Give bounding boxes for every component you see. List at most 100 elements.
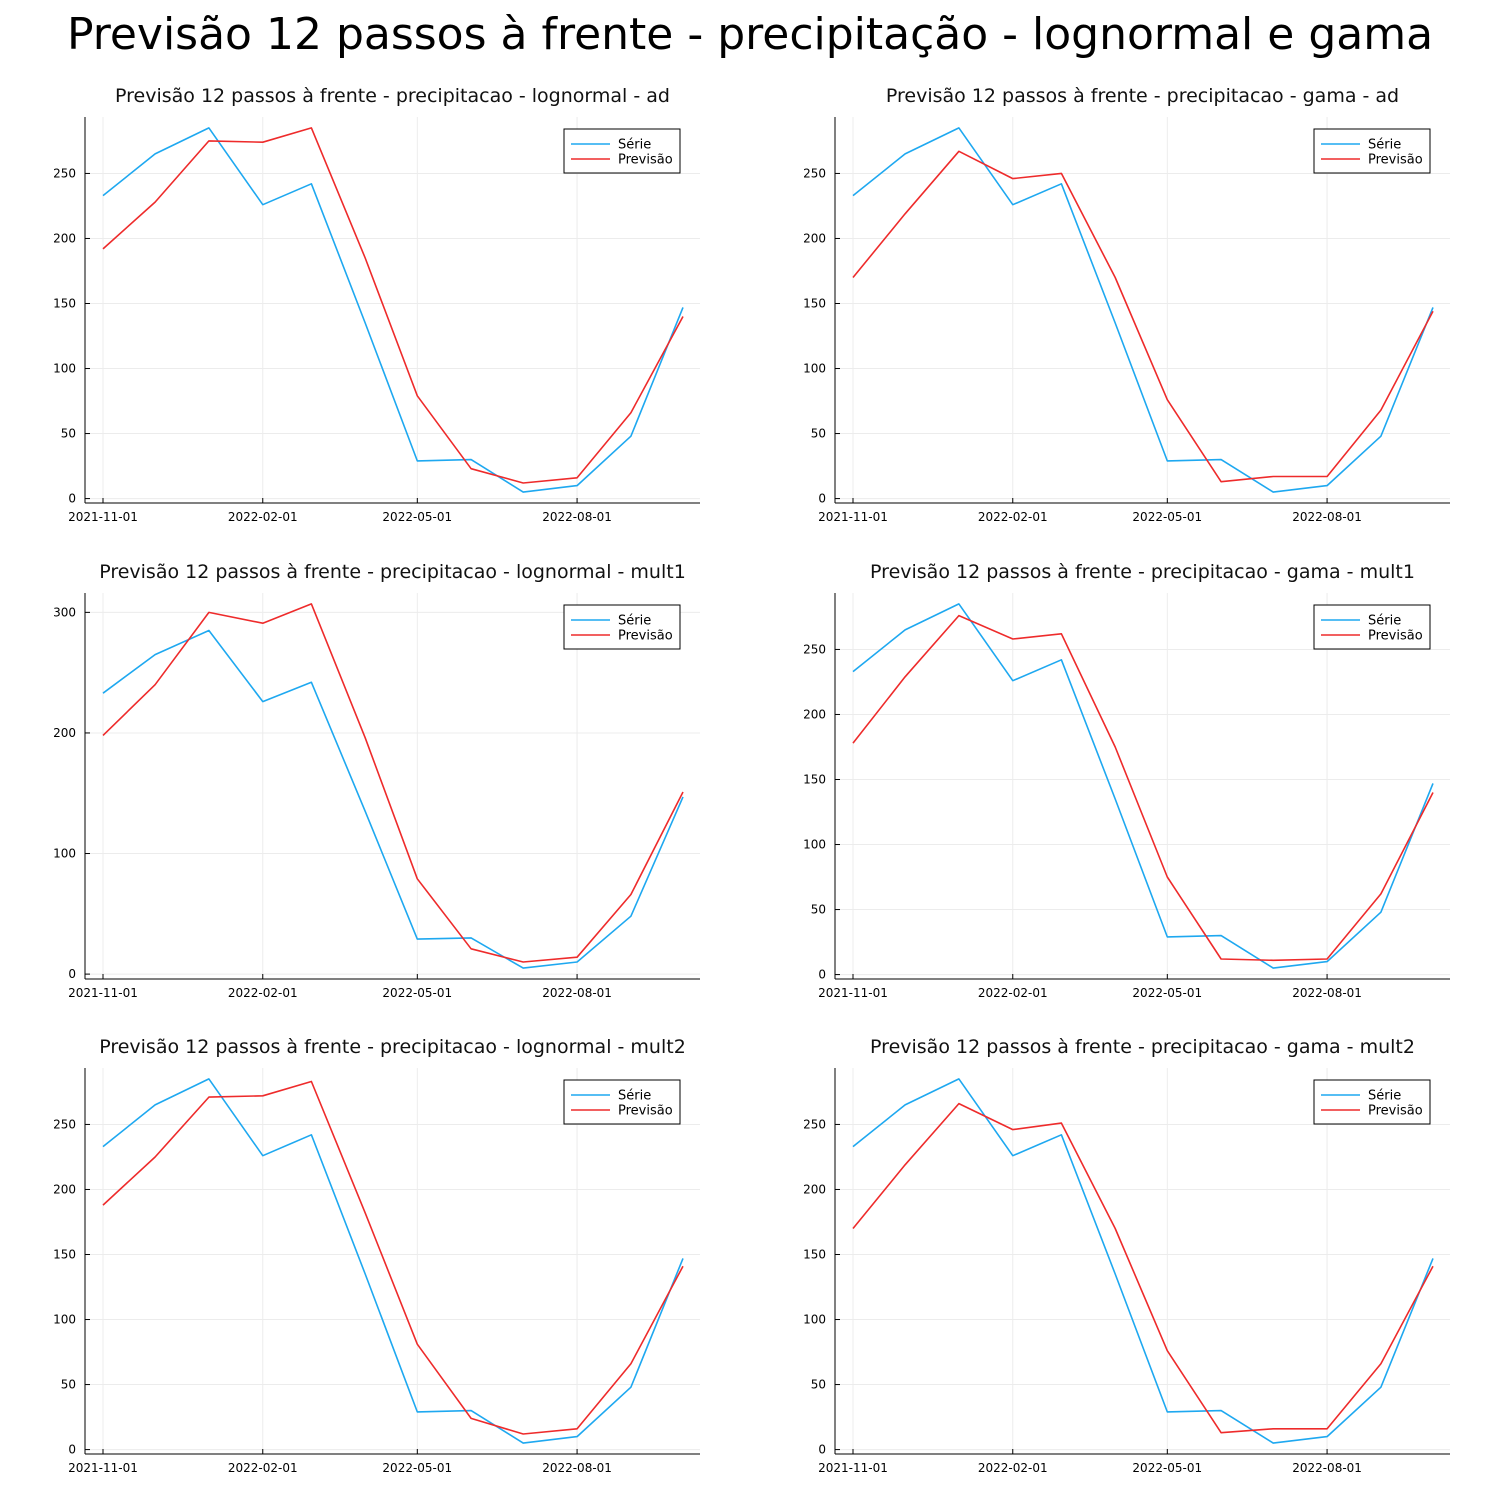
x-tick-label: 2022-02-01 xyxy=(228,510,298,524)
panel-title: Previsão 12 passos à frente - precipitac… xyxy=(886,85,1399,107)
y-tick-label: 50 xyxy=(811,903,826,917)
x-tick-label: 2021-11-01 xyxy=(68,510,138,524)
y-tick-label: 150 xyxy=(53,296,76,310)
legend-box xyxy=(563,604,681,650)
y-tick-label: 150 xyxy=(803,772,826,786)
series-line-2 xyxy=(102,603,684,963)
y-tick-label: 200 xyxy=(53,726,76,740)
y-tick-label: 0 xyxy=(68,492,76,506)
y-tick-label: 50 xyxy=(811,427,826,441)
x-tick-label: 2021-11-01 xyxy=(68,986,138,1000)
x-tick-label: 2022-08-01 xyxy=(1292,986,1362,1000)
x-tick-label: 2021-11-01 xyxy=(818,1461,888,1475)
chart-panel-1: Previsão 12 passos à frente - precipitac… xyxy=(53,85,700,524)
y-tick-label: 0 xyxy=(68,967,76,981)
legend-label: Previsão xyxy=(618,629,673,644)
legend-label: Previsão xyxy=(618,1104,673,1119)
legend-box xyxy=(563,128,681,174)
x-tick-label: 2022-05-01 xyxy=(382,986,452,1000)
legend-box xyxy=(1313,1079,1431,1125)
x-tick-label: 2021-11-01 xyxy=(818,510,888,524)
x-tick-label: 2022-08-01 xyxy=(542,1461,612,1475)
legend-label: Série xyxy=(618,138,651,153)
x-tick-label: 2021-11-01 xyxy=(68,1461,138,1475)
series-line-2 xyxy=(102,1080,684,1435)
y-tick-label: 200 xyxy=(53,1182,76,1196)
x-tick-label: 2022-02-01 xyxy=(978,1461,1048,1475)
y-tick-label: 250 xyxy=(803,166,826,180)
legend-label: Previsão xyxy=(618,153,673,168)
panel-title: Previsão 12 passos à frente - precipitac… xyxy=(99,1036,686,1058)
legend-label: Série xyxy=(1368,614,1401,629)
y-tick-label: 250 xyxy=(803,642,826,656)
y-tick-label: 50 xyxy=(61,1378,76,1392)
chart-panel-4: Previsão 12 passos à frente - precipitac… xyxy=(803,561,1450,1000)
y-tick-label: 50 xyxy=(61,427,76,441)
y-tick-label: 100 xyxy=(803,362,826,376)
y-tick-label: 100 xyxy=(53,362,76,376)
legend-label: Série xyxy=(1368,1089,1401,1104)
y-tick-label: 250 xyxy=(53,166,76,180)
panel-title: Previsão 12 passos à frente - precipitac… xyxy=(99,561,686,583)
legend-label: Previsão xyxy=(1368,153,1423,168)
y-tick-label: 50 xyxy=(811,1378,826,1392)
x-tick-label: 2022-08-01 xyxy=(542,510,612,524)
y-tick-label: 150 xyxy=(803,1247,826,1261)
legend-box xyxy=(1313,604,1431,650)
chart-panel-6: Previsão 12 passos à frente - precipitac… xyxy=(803,1036,1450,1475)
series-line-2 xyxy=(852,614,1434,962)
y-tick-label: 100 xyxy=(803,1313,826,1327)
y-tick-label: 200 xyxy=(803,1182,826,1196)
x-tick-label: 2022-05-01 xyxy=(1132,1461,1202,1475)
series-line-1 xyxy=(852,603,1434,969)
y-tick-label: 150 xyxy=(803,296,826,310)
chart-panel-3: Previsão 12 passos à frente - precipitac… xyxy=(53,561,700,1000)
y-tick-label: 150 xyxy=(53,1247,76,1261)
figure-title: Previsão 12 passos à frente - precipitaç… xyxy=(66,9,1434,60)
legend-label: Série xyxy=(618,614,651,629)
y-tick-label: 0 xyxy=(818,968,826,982)
legend-label: Série xyxy=(1368,138,1401,153)
legend-box xyxy=(1313,128,1431,174)
legend-box xyxy=(563,1079,681,1125)
y-tick-label: 250 xyxy=(53,1117,76,1131)
x-tick-label: 2022-02-01 xyxy=(978,510,1048,524)
series-line-1 xyxy=(102,127,684,493)
x-tick-label: 2022-02-01 xyxy=(228,1461,298,1475)
x-tick-label: 2022-05-01 xyxy=(1132,986,1202,1000)
y-tick-label: 0 xyxy=(818,492,826,506)
series-line-1 xyxy=(852,1078,1434,1444)
panel-title: Previsão 12 passos à frente - precipitac… xyxy=(870,561,1415,583)
y-tick-label: 300 xyxy=(53,605,76,619)
x-tick-label: 2022-05-01 xyxy=(382,510,452,524)
x-tick-label: 2022-05-01 xyxy=(382,1461,452,1475)
legend-label: Série xyxy=(618,1089,651,1104)
x-tick-label: 2022-08-01 xyxy=(1292,510,1362,524)
chart-panel-5: Previsão 12 passos à frente - precipitac… xyxy=(53,1036,700,1475)
series-line-1 xyxy=(852,127,1434,493)
y-tick-label: 100 xyxy=(803,838,826,852)
x-tick-label: 2022-05-01 xyxy=(1132,510,1202,524)
y-tick-label: 0 xyxy=(68,1443,76,1457)
series-line-2 xyxy=(102,127,684,484)
y-tick-label: 200 xyxy=(803,231,826,245)
panel-title: Previsão 12 passos à frente - precipitac… xyxy=(115,85,670,107)
x-tick-label: 2022-08-01 xyxy=(542,986,612,1000)
y-tick-label: 250 xyxy=(803,1117,826,1131)
x-tick-label: 2021-11-01 xyxy=(818,986,888,1000)
series-line-2 xyxy=(852,1102,1434,1434)
panel-title: Previsão 12 passos à frente - precipitac… xyxy=(870,1036,1415,1058)
x-tick-label: 2022-02-01 xyxy=(228,986,298,1000)
y-tick-label: 200 xyxy=(803,707,826,721)
y-tick-label: 100 xyxy=(53,1313,76,1327)
y-tick-label: 100 xyxy=(53,847,76,861)
y-tick-label: 200 xyxy=(53,231,76,245)
y-tick-label: 0 xyxy=(818,1443,826,1457)
x-tick-label: 2022-08-01 xyxy=(1292,1461,1362,1475)
